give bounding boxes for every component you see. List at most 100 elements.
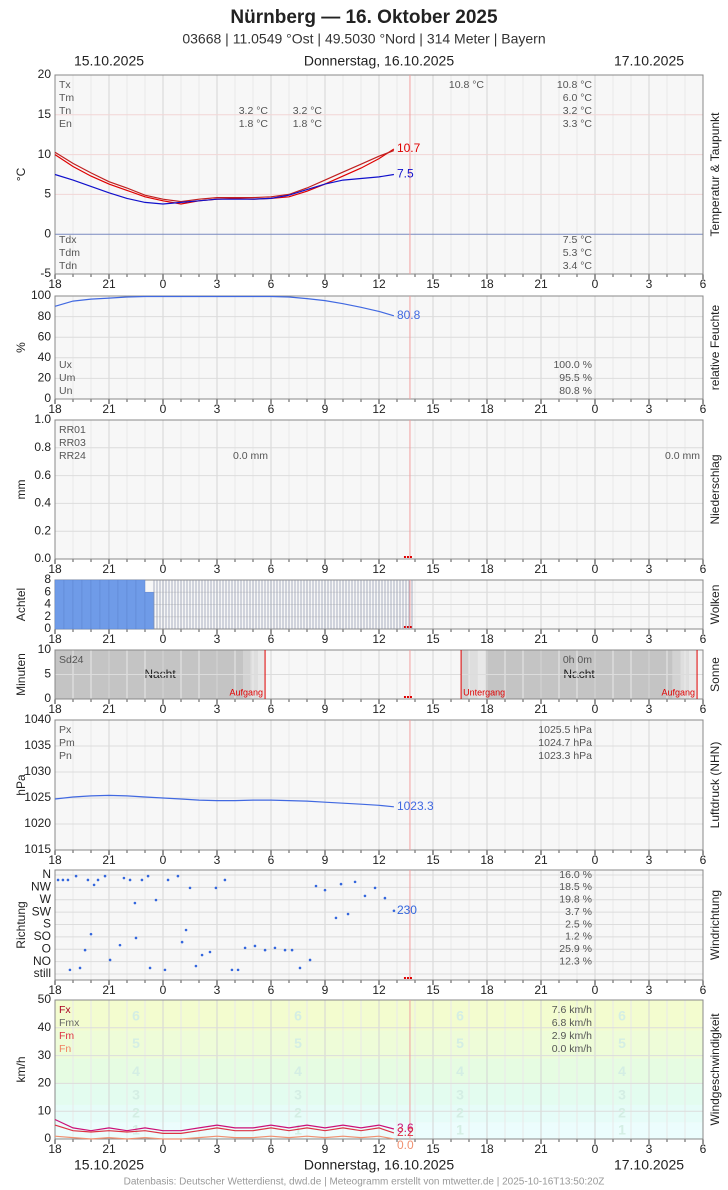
stat-value: 0.0 mm bbox=[665, 450, 700, 462]
direction-percent: 19.8 % bbox=[559, 894, 592, 906]
stat-value: 1024.7 hPa bbox=[538, 737, 592, 749]
direction-point bbox=[308, 958, 312, 962]
x-tick-label: 15 bbox=[426, 562, 440, 576]
stat-name: Un bbox=[59, 385, 73, 397]
x-tick-label: 18 bbox=[48, 1142, 62, 1156]
direction-point bbox=[230, 968, 234, 972]
y-tick-label: 0 bbox=[44, 226, 51, 240]
sun-event-label: Aufgang bbox=[662, 687, 696, 697]
y-axis-label: Richtung bbox=[14, 901, 28, 948]
end-label: 80.8 bbox=[397, 308, 421, 322]
direction-point bbox=[176, 874, 180, 878]
cloud-bar bbox=[117, 579, 128, 630]
now-dot bbox=[409, 626, 412, 628]
y-tick-label: 0.6 bbox=[34, 468, 51, 482]
side-label: Temperatur & Taupunkt bbox=[708, 112, 722, 237]
direction-point bbox=[103, 874, 107, 878]
direction-percent: 12.3 % bbox=[559, 955, 592, 967]
side-label: relative Feuchte bbox=[708, 304, 722, 390]
date-center: Donnerstag, 16.10.2025 bbox=[304, 1157, 454, 1173]
credit: Datenbasis: Deutscher Wetterdienst, dwd.… bbox=[124, 1177, 605, 1188]
beaufort-label: 1 bbox=[618, 1121, 626, 1137]
x-tick-label: 0 bbox=[160, 632, 167, 646]
x-tick-label: 21 bbox=[102, 562, 116, 576]
y-tick-label: 1020 bbox=[24, 816, 51, 830]
y-axis-label: Minuten bbox=[14, 653, 28, 696]
now-dot bbox=[403, 977, 406, 979]
stat-name: Tn bbox=[59, 105, 71, 117]
stat-name: Tx bbox=[59, 79, 71, 91]
x-tick-label: 21 bbox=[534, 1142, 548, 1156]
y-tick-label: 20 bbox=[38, 1076, 52, 1090]
x-tick-label: 15 bbox=[426, 632, 440, 646]
y-tick-label: 0 bbox=[44, 621, 51, 635]
direction-percent: 3.7 % bbox=[565, 906, 592, 918]
y-tick-label: 40 bbox=[38, 1020, 52, 1034]
y-tick-label: 1035 bbox=[24, 738, 51, 752]
sun-event-label: Aufgang bbox=[230, 687, 264, 697]
x-tick-label: 15 bbox=[426, 983, 440, 997]
x-tick-label: 0 bbox=[592, 983, 599, 997]
beaufort-label: 5 bbox=[294, 1035, 302, 1051]
stat-value: 5.3 °C bbox=[563, 247, 593, 259]
end-label: 2.2 bbox=[397, 1125, 414, 1139]
x-tick-label: 3 bbox=[214, 1142, 221, 1156]
direction-point bbox=[148, 966, 152, 970]
date-right: 17.10.2025 bbox=[614, 53, 684, 69]
x-tick-label: 21 bbox=[534, 632, 548, 646]
x-tick-label: 0 bbox=[160, 702, 167, 716]
direction-point bbox=[290, 948, 294, 952]
x-tick-label: 18 bbox=[480, 1142, 494, 1156]
x-tick-label: 21 bbox=[102, 983, 116, 997]
side-label: Windrichtung bbox=[708, 890, 722, 960]
stat-value: 3.4 °C bbox=[563, 260, 593, 272]
y-axis-label: km/h bbox=[14, 1056, 28, 1082]
stat-value: 3.2 °C bbox=[293, 105, 323, 117]
stat-value: 3.3 °C bbox=[563, 118, 593, 130]
stat-value: 0h 0m bbox=[563, 654, 592, 666]
x-tick-label: 3 bbox=[646, 702, 653, 716]
beaufort-label: 6 bbox=[618, 1007, 626, 1023]
x-tick-label: 9 bbox=[322, 277, 329, 291]
x-tick-label: 6 bbox=[700, 562, 707, 576]
x-tick-label: 18 bbox=[48, 632, 62, 646]
beaufort-label: 2 bbox=[456, 1105, 464, 1121]
x-tick-label: 18 bbox=[480, 983, 494, 997]
x-tick-label: 21 bbox=[102, 853, 116, 867]
x-tick-label: 3 bbox=[646, 1142, 653, 1156]
stat-value: 80.8 % bbox=[559, 385, 592, 397]
x-tick-label: 3 bbox=[214, 702, 221, 716]
x-tick-label: 6 bbox=[700, 277, 707, 291]
y-tick-label: 0.8 bbox=[34, 440, 51, 454]
x-tick-label: 6 bbox=[268, 562, 275, 576]
x-tick-label: 21 bbox=[534, 983, 548, 997]
direction-point bbox=[108, 958, 112, 962]
direction-percent: 1.2 % bbox=[565, 931, 592, 943]
y-tick-label: 40 bbox=[38, 350, 52, 364]
cloud-bar bbox=[63, 579, 74, 630]
direction-point bbox=[92, 883, 96, 887]
y-tick-label: 30 bbox=[38, 1048, 52, 1062]
beaufort-label: 5 bbox=[456, 1035, 464, 1051]
stat-value: 0.0 mm bbox=[233, 450, 268, 462]
y-tick-label: W bbox=[40, 892, 52, 906]
x-tick-label: 15 bbox=[426, 402, 440, 416]
y-tick-label: 1025 bbox=[24, 790, 51, 804]
direction-point bbox=[68, 968, 72, 972]
x-tick-label: 18 bbox=[480, 853, 494, 867]
date-left: 15.10.2025 bbox=[74, 1157, 144, 1173]
x-tick-label: 3 bbox=[646, 853, 653, 867]
x-tick-label: 18 bbox=[48, 562, 62, 576]
plot-frame bbox=[54, 295, 704, 400]
direction-point bbox=[200, 953, 204, 957]
y-tick-label: 5 bbox=[44, 667, 51, 681]
y-tick-label: 0.0 bbox=[34, 551, 51, 565]
x-tick-label: 15 bbox=[426, 1142, 440, 1156]
x-tick-label: 15 bbox=[426, 702, 440, 716]
x-tick-label: 18 bbox=[480, 402, 494, 416]
direction-point bbox=[66, 878, 70, 882]
direction-point bbox=[353, 880, 357, 884]
stat-name: Tdm bbox=[59, 247, 80, 259]
